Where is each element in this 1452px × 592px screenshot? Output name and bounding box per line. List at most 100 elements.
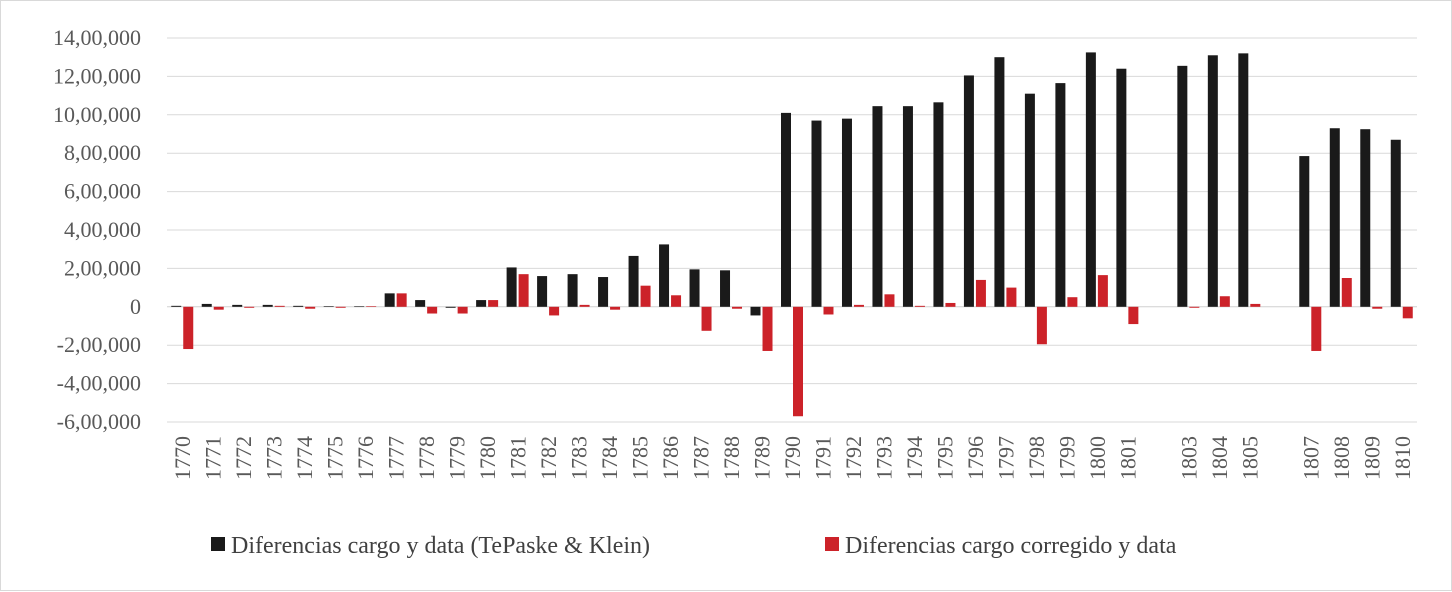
bar-series-1-1804 [1207,55,1218,307]
bar-series-2-1772 [244,306,255,308]
x-tick-label: 1794 [902,436,927,480]
bar-series-1-1779 [445,306,456,308]
x-tick-label: 1798 [1024,436,1049,480]
bar-series-2-1797 [1006,287,1017,307]
x-tick-label: 1790 [780,436,805,480]
bar-series-2-1799 [1067,297,1078,307]
bar-series-1-1805 [1238,53,1249,307]
bar-series-1-1777 [384,293,395,307]
bar-series-2-1780 [488,300,499,307]
bar-series-2-1804 [1219,296,1230,307]
bar-series-2-1777 [396,293,407,307]
x-tick-label: 1771 [201,436,226,480]
bar-series-2-1778 [427,306,438,314]
y-tick-label: 4,00,000 [64,217,141,242]
bar-series-1-1807 [1299,156,1310,307]
y-tick-label: 6,00,000 [64,179,141,204]
x-tick-label: 1770 [170,436,195,480]
bar-series-1-1799 [1055,83,1066,307]
bar-series-2-1774 [305,306,316,309]
x-tick-label: 1791 [810,436,835,480]
x-tick-label: 1781 [506,436,531,480]
y-tick-label: 2,00,000 [64,255,141,280]
x-tick-label: 1795 [932,436,957,480]
x-tick-label: 1796 [963,436,988,480]
bar-series-2-1771 [213,306,224,310]
x-tick-label: 1778 [414,436,439,480]
x-tick-label: 1808 [1329,436,1354,480]
bar-series-2-1785 [640,285,651,307]
x-tick-label: 1785 [628,436,653,480]
bar-series-1-1771 [201,303,212,307]
x-tick-label: 1809 [1359,436,1384,480]
x-tick-label: 1772 [231,436,256,480]
bar-series-1-1794 [902,106,913,307]
bar-series-2-1787 [701,306,712,331]
bar-series-1-1789 [750,306,761,316]
x-tick-label: 1775 [323,436,348,480]
y-tick-label: 12,00,000 [53,63,141,88]
bar-series-1-1786 [659,244,670,307]
bar-series-1-1774 [293,305,304,307]
bar-series-2-1808 [1341,278,1352,307]
bar-series-2-1801 [1128,306,1139,325]
bar-series-2-1784 [610,306,621,310]
y-tick-label: -4,00,000 [57,371,141,396]
legend-swatch-series-1 [211,537,225,551]
bar-series-2-1773 [274,305,285,307]
bar-series-2-1792 [853,304,864,307]
bar-series-2-1781 [518,274,529,307]
bar-series-2-1782 [549,306,560,316]
bar-series-2-1809 [1372,306,1383,309]
x-tick-label: 1799 [1054,436,1079,480]
bar-series-1-1797 [994,57,1005,307]
x-tick-label: 1789 [750,436,775,480]
bar-series-1-1783 [567,274,578,307]
bar-series-2-1800 [1097,275,1108,307]
bar-series-1-1792 [841,118,852,307]
bar-series-1-1801 [1116,68,1127,307]
x-tick-label: 1810 [1390,436,1415,480]
bar-series-1-1791 [811,120,822,307]
bar-series-1-1788 [720,270,731,307]
y-tick-label: -6,00,000 [57,409,141,434]
y-tick-label: 14,00,000 [53,25,141,50]
bar-series-2-1776 [366,306,377,307]
x-tick-label: 1779 [445,436,470,480]
bar-series-1-1795 [933,102,944,307]
bar-series-2-1783 [579,304,590,307]
bar-series-1-1776 [354,306,365,308]
bar-series-2-1793 [884,294,895,307]
bar-series-1-1778 [415,300,426,307]
bar-series-2-1796 [975,279,986,307]
bar-series-1-1808 [1329,128,1340,307]
x-tick-label: 1787 [689,436,714,480]
bar-series-2-1794 [914,305,925,307]
x-tick-label: 1807 [1298,436,1323,480]
bar-series-1-1800 [1085,52,1096,307]
x-tick-label: 1782 [536,436,561,480]
bar-series-2-1803 [1189,306,1200,308]
x-tick-label: 1797 [993,436,1018,480]
bar-series-1-1781 [506,267,517,307]
x-tick-label: 1780 [475,436,500,480]
bar-series-2-1786 [671,295,682,307]
x-tick-label: 1783 [567,436,592,480]
bar-series-1-1790 [781,112,791,307]
bar-series-1-1787 [689,269,700,307]
x-tick-label: 1774 [292,436,317,480]
bar-series-2-1791 [823,306,834,315]
bar-series-2-1770 [183,306,194,350]
x-tick-label: 1803 [1176,436,1201,480]
legend-label-series-1: Diferencias cargo y data (TePaske & Klei… [231,533,650,559]
bar-series-1-1770 [171,305,182,307]
bar-series-2-1810 [1402,306,1413,319]
bar-series-1-1798 [1024,93,1035,307]
x-tick-label: 1776 [353,436,378,480]
x-tick-label: 1805 [1237,436,1262,480]
y-tick-label: 0 [130,294,141,319]
bar-series-1-1772 [232,304,243,307]
bar-series-1-1810 [1390,139,1401,307]
bar-series-2-1788 [732,306,743,309]
